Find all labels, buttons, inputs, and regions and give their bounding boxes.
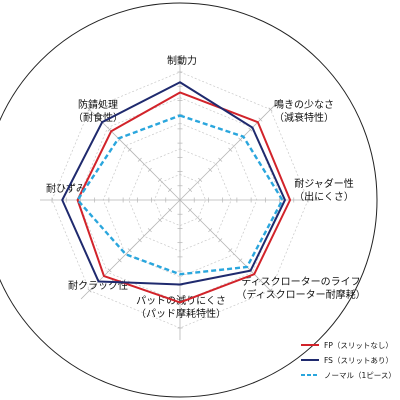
grid-spoke [179, 100, 280, 201]
series-line [61, 81, 286, 286]
spoke-tick [127, 248, 132, 253]
spoke-tick [198, 177, 203, 182]
axis-label-line: パッドの減りにくさ [136, 294, 226, 307]
spoke-tick [228, 147, 233, 152]
axis-label: 耐ひずみ [46, 182, 86, 195]
grid-spoke [179, 199, 280, 300]
axis-label-line: 耐ジャダー性 [294, 177, 354, 190]
spoke-tick [228, 248, 233, 253]
axis-label-line: 鳴きの少なさ [274, 98, 334, 111]
axis-label: ディスクローターのライフ（ディスクローター耐摩耗） [236, 275, 365, 301]
spoke-tick [97, 117, 102, 122]
spoke-tick [87, 288, 92, 293]
disc-outer-ring [0, 2, 378, 398]
spoke-tick [147, 228, 152, 233]
spoke-tick [268, 288, 273, 293]
axis-label: 耐ジャダー性（出にくさ） [294, 177, 354, 203]
spoke-tick [137, 157, 142, 162]
spoke-tick [208, 228, 213, 233]
spoke-tick [248, 127, 253, 132]
axis-label: 防錆処理（耐食性） [73, 98, 123, 124]
spoke-tick [208, 167, 213, 172]
spoke-tick [117, 258, 122, 263]
axis-label: 鳴きの少なさ（減衰特性） [274, 98, 334, 124]
axis-label: 制動力 [167, 54, 197, 67]
spoke-tick [258, 278, 263, 283]
grid-spoke [80, 100, 181, 201]
axis-label-line: （減衰特性） [274, 111, 334, 124]
legend-label: ノーマル（1ピース） [324, 371, 396, 380]
spoke-tick [147, 167, 152, 172]
axis-label-line: （ディスクローター耐摩耗） [236, 288, 365, 301]
spoke-tick [188, 187, 193, 192]
spoke-tick [167, 208, 172, 213]
spoke-tick [218, 238, 223, 243]
spoke-tick [238, 137, 243, 142]
spoke-tick [167, 187, 172, 192]
legend-label: FP（スリットなし） [324, 341, 393, 350]
series-line [76, 91, 292, 304]
axis-labels: 制動力鳴きの少なさ（減衰特性）耐ジャダー性（出にくさ）ディスクローターのライフ（… [46, 54, 366, 320]
axis-label-line: （パッド摩耗特性） [136, 307, 226, 320]
spoke-tick [87, 107, 92, 112]
series-line [76, 114, 284, 276]
axis-label-line: 耐ひずみ [46, 182, 86, 195]
axis-label-line: ディスクローターのライフ [241, 275, 360, 288]
spoke-tick [238, 258, 243, 263]
spoke-tick [258, 117, 263, 122]
axis-label: パッドの減りにくさ（パッド摩耗特性） [136, 294, 226, 320]
spoke-tick [218, 157, 223, 162]
series-lines [61, 81, 292, 304]
axis-label-line: （耐食性） [73, 111, 123, 124]
spoke-tick [268, 107, 273, 112]
spoke-tick [127, 147, 132, 152]
grid-spoke [80, 199, 181, 300]
axis-label-line: 防錆処理 [78, 98, 118, 111]
spoke-tick [157, 218, 162, 223]
axis-label-line: （出にくさ） [294, 190, 354, 203]
grid-ring [51, 71, 309, 329]
legend: FP（スリットなし） FS（スリットあり） ノーマル（1ピース） [301, 341, 396, 380]
spoke-tick [107, 127, 112, 132]
spoke-tick [198, 218, 203, 223]
spoke-tick [107, 268, 112, 273]
axis-label-line: 制動力 [167, 54, 197, 67]
spoke-tick [137, 238, 142, 243]
legend-label: FS（スリットあり） [324, 356, 393, 365]
spoke-tick [157, 177, 162, 182]
spoke-tick [188, 208, 193, 213]
